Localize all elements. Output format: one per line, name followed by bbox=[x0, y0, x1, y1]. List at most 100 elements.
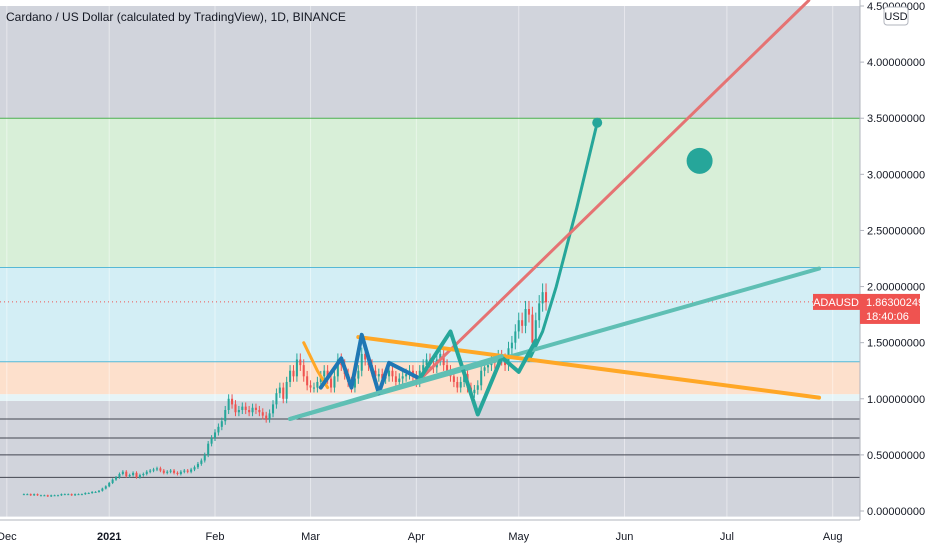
candle bbox=[203, 454, 206, 461]
candle bbox=[306, 376, 309, 386]
time-axis-bg bbox=[0, 520, 932, 550]
symbol-label: ADAUSD bbox=[813, 297, 859, 309]
candle bbox=[155, 468, 159, 470]
candle bbox=[510, 342, 513, 349]
last-price-badge: ADAUSD 1.86300249 18:40:06 bbox=[813, 293, 924, 324]
candle bbox=[473, 389, 476, 394]
candle bbox=[299, 359, 302, 366]
candle bbox=[39, 495, 42, 497]
candle bbox=[56, 495, 60, 497]
candle bbox=[517, 320, 520, 332]
ytick-label-2: 3.50000000 bbox=[867, 113, 925, 125]
candle bbox=[374, 370, 377, 377]
candle bbox=[224, 410, 227, 422]
candle bbox=[439, 353, 442, 360]
candle bbox=[292, 370, 295, 377]
candle bbox=[401, 376, 404, 379]
candle bbox=[186, 470, 189, 472]
candle bbox=[534, 320, 537, 343]
candle bbox=[231, 398, 234, 405]
candle bbox=[128, 475, 131, 477]
candle bbox=[125, 471, 128, 477]
candle bbox=[357, 370, 360, 379]
candle bbox=[115, 477, 118, 480]
candle bbox=[234, 404, 237, 413]
candle bbox=[176, 472, 179, 474]
candle bbox=[149, 470, 152, 472]
teal-triangle-base bbox=[288, 354, 504, 421]
candle bbox=[268, 413, 271, 419]
zone-1 bbox=[0, 118, 860, 268]
candle bbox=[391, 370, 394, 377]
candle bbox=[200, 460, 203, 464]
drawings-layer bbox=[288, 0, 822, 421]
candle bbox=[142, 473, 145, 476]
chart-title: Cardano / US Dollar (calculated by Tradi… bbox=[6, 10, 346, 24]
candle bbox=[486, 365, 490, 368]
candle bbox=[94, 491, 97, 493]
candle bbox=[538, 303, 541, 321]
candle bbox=[446, 365, 449, 371]
price-axis[interactable]: 4.500000004.000000003.500000003.00000000… bbox=[860, 1, 925, 518]
candle bbox=[425, 359, 428, 366]
zone-layer bbox=[0, 6, 860, 517]
candle bbox=[459, 381, 462, 388]
candle bbox=[261, 412, 264, 416]
candle bbox=[336, 359, 339, 377]
time-axis[interactable]: Dec 2021 Feb Mar Apr May Jun Jul Aug bbox=[0, 531, 842, 543]
projection-path bbox=[527, 121, 599, 363]
xtick-label-0: Dec bbox=[0, 531, 17, 543]
candle bbox=[183, 470, 186, 472]
candle bbox=[415, 376, 418, 382]
candle bbox=[442, 353, 445, 366]
xtick-label-3: Mar bbox=[301, 531, 320, 543]
zone-0 bbox=[0, 6, 860, 119]
candle bbox=[309, 385, 312, 388]
candle bbox=[398, 378, 401, 382]
candle bbox=[388, 370, 391, 377]
candle bbox=[84, 493, 87, 495]
xtick-label-7: Jul bbox=[720, 531, 734, 543]
green-zigzag bbox=[417, 329, 538, 417]
candle bbox=[101, 488, 104, 491]
candle bbox=[33, 494, 36, 496]
candle bbox=[43, 495, 46, 497]
ytick-label-7: 1.00000000 bbox=[867, 394, 925, 406]
candle bbox=[452, 376, 455, 382]
xtick-label-1: 2021 bbox=[97, 531, 121, 543]
candle bbox=[87, 493, 90, 495]
candle bbox=[210, 438, 213, 444]
candle bbox=[545, 292, 548, 303]
candle bbox=[46, 495, 49, 497]
horizontal-lines bbox=[0, 117, 860, 478]
candle bbox=[91, 491, 94, 494]
candle bbox=[196, 463, 199, 468]
currency-label: USD bbox=[884, 11, 907, 23]
countdown-timer: 18:40:06 bbox=[866, 311, 909, 323]
candle bbox=[405, 374, 408, 377]
projection-path-end-dot bbox=[592, 117, 603, 128]
candle bbox=[60, 494, 63, 496]
candle bbox=[152, 469, 155, 471]
candle bbox=[162, 470, 165, 473]
candle bbox=[360, 353, 363, 371]
candle bbox=[254, 407, 257, 410]
candle bbox=[26, 494, 29, 496]
candle bbox=[118, 473, 121, 478]
ytick-label-3: 3.00000000 bbox=[867, 169, 925, 181]
last-price-value: 1.86300249 bbox=[866, 297, 924, 309]
candle bbox=[541, 292, 544, 304]
candle bbox=[166, 471, 169, 473]
ytick-label-1: 4.00000000 bbox=[867, 57, 925, 69]
candle bbox=[394, 376, 397, 382]
candle bbox=[67, 494, 70, 496]
candle bbox=[108, 482, 111, 487]
candle bbox=[80, 494, 83, 496]
candle bbox=[527, 309, 530, 315]
candle bbox=[111, 479, 114, 483]
candle bbox=[316, 381, 319, 388]
candle bbox=[227, 398, 230, 410]
currency-badge[interactable]: USD bbox=[883, 6, 909, 26]
candle bbox=[258, 410, 261, 413]
